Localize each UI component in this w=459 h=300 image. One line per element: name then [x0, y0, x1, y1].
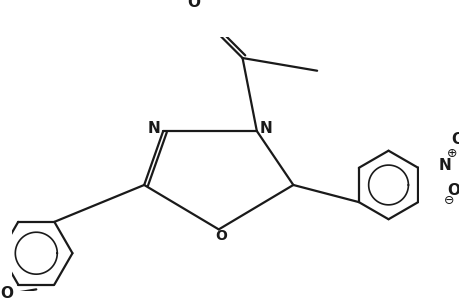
Text: ⊖: ⊖: [442, 194, 453, 207]
Text: N: N: [148, 121, 160, 136]
Text: O: O: [450, 132, 459, 147]
Text: ⊕: ⊕: [446, 147, 457, 161]
Text: O: O: [215, 229, 227, 243]
Text: O: O: [187, 0, 200, 10]
Text: O: O: [446, 183, 459, 198]
Text: N: N: [259, 121, 272, 136]
Text: N: N: [437, 158, 450, 173]
Text: O: O: [0, 286, 13, 300]
